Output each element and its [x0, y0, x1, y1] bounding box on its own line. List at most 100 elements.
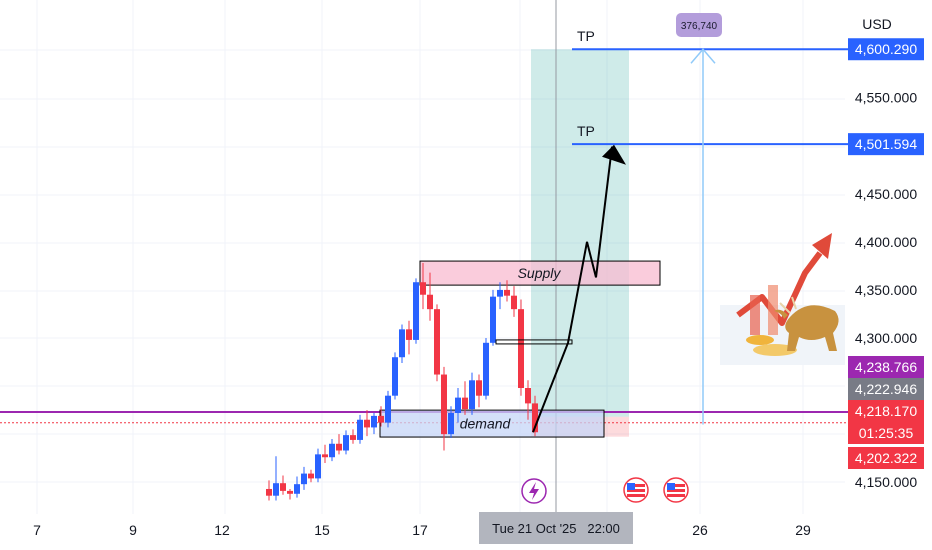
candle[interactable]	[378, 406, 384, 427]
candle-body	[322, 454, 328, 458]
candle[interactable]	[427, 272, 433, 321]
candle[interactable]	[336, 434, 342, 455]
candle-body	[350, 435, 356, 440]
candle-body	[469, 380, 475, 410]
price-tick: 4,501.594	[848, 133, 924, 156]
candle-body	[441, 374, 447, 435]
candle[interactable]	[490, 289, 496, 346]
svg-text:4,218.170: 4,218.170	[855, 403, 917, 419]
svg-text:4,350.000: 4,350.000	[855, 282, 917, 298]
price-tag: 4,238.766	[848, 356, 924, 378]
price-tick: 4,300.000	[855, 330, 917, 346]
zones-layer: Supply demand	[379, 260, 661, 438]
time-tick: 15	[314, 522, 330, 538]
time-tick: 29	[795, 522, 811, 538]
time-axis: 7 9 12 15 17 26 29	[33, 522, 811, 538]
candle-body	[378, 415, 384, 423]
candle-body	[434, 309, 440, 375]
zone-label: Supply	[518, 265, 562, 281]
candle[interactable]	[294, 476, 300, 498]
candle-body	[308, 473, 314, 479]
time-tick: 26	[692, 522, 708, 538]
candle-body	[448, 413, 454, 435]
candle-body	[525, 388, 531, 404]
candle[interactable]	[441, 366, 447, 451]
candle[interactable]	[476, 374, 482, 408]
candle[interactable]	[266, 480, 272, 501]
candle[interactable]	[420, 262, 426, 310]
projected-price-path[interactable]	[532, 146, 613, 433]
tp-layer: TP TP	[572, 28, 848, 146]
candle-body	[518, 309, 524, 389]
candle[interactable]	[469, 372, 475, 415]
time-tick: 12	[214, 522, 230, 538]
candles-layer	[266, 262, 538, 501]
zone-supply[interactable]	[419, 260, 661, 286]
us-flag-event-icon[interactable]	[623, 477, 649, 503]
candle-body	[301, 473, 307, 485]
candle-body	[371, 415, 377, 428]
lightning-event-icon[interactable]	[521, 478, 547, 504]
candle[interactable]	[287, 488, 293, 500]
candle[interactable]	[483, 338, 489, 400]
candle[interactable]	[350, 429, 356, 444]
candle-body	[392, 357, 398, 396]
candle-body	[476, 380, 482, 396]
candle-body	[315, 454, 321, 479]
candle[interactable]	[392, 352, 398, 400]
svg-text:376,740: 376,740	[681, 21, 718, 32]
candle-body	[406, 329, 412, 340]
candle-body	[427, 294, 433, 310]
svg-text:4,238.766: 4,238.766	[855, 359, 917, 375]
candle[interactable]	[280, 475, 286, 495]
time-tick: 17	[412, 522, 428, 538]
candle[interactable]	[511, 286, 517, 317]
candle[interactable]	[273, 456, 279, 501]
candle[interactable]	[525, 380, 531, 420]
candle-body	[483, 342, 489, 396]
long-position-box[interactable]	[531, 49, 629, 417]
tp-label: TP	[577, 123, 595, 139]
candle[interactable]	[357, 414, 363, 444]
retest-level-box[interactable]	[495, 339, 573, 345]
price-tag: 4,202.322	[848, 447, 924, 469]
candle-body	[490, 296, 496, 343]
candle[interactable]	[322, 444, 328, 464]
candle[interactable]	[448, 406, 454, 439]
candle[interactable]	[301, 466, 307, 490]
candle[interactable]	[364, 410, 370, 437]
zone-demand[interactable]	[379, 409, 605, 438]
candle-body	[364, 419, 370, 428]
svg-text:Tue 21 Oct '25 22:00: Tue 21 Oct '25 22:00	[492, 521, 620, 536]
candle[interactable]	[385, 390, 391, 428]
candle[interactable]	[406, 320, 412, 355]
candle[interactable]	[371, 413, 377, 435]
candle[interactable]	[497, 282, 503, 310]
candle-body	[462, 397, 468, 410]
candle[interactable]	[343, 430, 349, 455]
candle-body	[385, 395, 391, 423]
candle-body	[357, 419, 363, 440]
price-tick: 4,350.000	[855, 282, 917, 298]
candle[interactable]	[462, 381, 468, 415]
measure-arrowhead	[690, 48, 716, 64]
candle[interactable]	[434, 304, 440, 382]
candle[interactable]	[329, 438, 335, 462]
tp-label: TP	[577, 28, 595, 44]
us-flag-event-icon[interactable]	[663, 477, 689, 503]
svg-text:4,202.322: 4,202.322	[855, 450, 917, 466]
candle-body	[532, 403, 538, 433]
currency-label: USD	[862, 16, 892, 32]
svg-text:4,222.946: 4,222.946	[855, 381, 917, 397]
candle[interactable]	[315, 448, 321, 483]
candle[interactable]	[413, 278, 419, 344]
candle[interactable]	[518, 299, 524, 396]
candle[interactable]	[308, 469, 314, 483]
price-tag: 4,218.170 01:25:35	[848, 400, 924, 444]
candle-body	[497, 289, 503, 297]
candle[interactable]	[455, 388, 461, 423]
candle[interactable]	[504, 280, 510, 302]
candle[interactable]	[399, 324, 405, 364]
svg-text:4,501.594: 4,501.594	[855, 136, 917, 152]
